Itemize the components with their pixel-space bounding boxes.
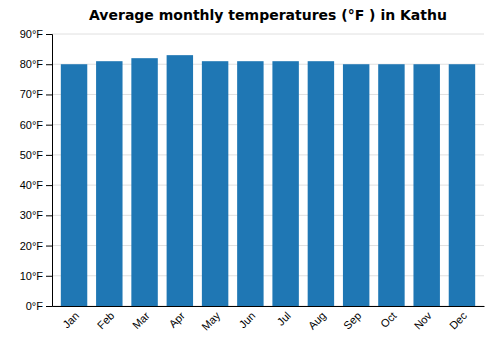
tick-label: 60°F bbox=[20, 119, 44, 131]
bar bbox=[61, 64, 87, 306]
axis-line bbox=[46, 35, 53, 307]
tick: Feb bbox=[95, 309, 117, 331]
tick-label: 40°F bbox=[20, 179, 44, 191]
tick-mark bbox=[46, 64, 52, 65]
tick: Jul bbox=[274, 309, 292, 327]
bar bbox=[96, 61, 122, 306]
bar bbox=[272, 61, 298, 306]
tick-label: 70°F bbox=[20, 88, 44, 100]
tick-mark bbox=[46, 155, 52, 156]
tick-mark bbox=[46, 94, 52, 95]
axis-line bbox=[53, 306, 485, 307]
tick-mark bbox=[46, 276, 52, 277]
grid-line bbox=[52, 34, 484, 35]
tick-label: Jun bbox=[237, 309, 258, 330]
title: Average monthly temperatures (°F ) in Ka… bbox=[89, 7, 447, 23]
tick-mark bbox=[46, 306, 52, 307]
tick-label: 20°F bbox=[20, 240, 44, 252]
tick: Aug bbox=[306, 309, 328, 331]
tick: Jun bbox=[237, 309, 258, 330]
bar bbox=[449, 64, 475, 306]
bar bbox=[378, 64, 404, 306]
tick-mark bbox=[46, 246, 52, 247]
bar bbox=[167, 55, 193, 306]
bar bbox=[131, 58, 157, 306]
tick-label: 50°F bbox=[20, 149, 44, 161]
tick-label: Oct bbox=[378, 309, 399, 330]
tick-label: Aug bbox=[306, 309, 328, 331]
tick: 70°F bbox=[20, 88, 52, 100]
tick: 0°F bbox=[26, 300, 52, 312]
tick: 20°F bbox=[20, 240, 52, 252]
tick-label: Nov bbox=[412, 309, 435, 332]
tick-label: May bbox=[199, 309, 223, 333]
tick: Apr bbox=[166, 309, 187, 330]
tick-mark bbox=[46, 125, 52, 126]
tick-mark bbox=[46, 185, 52, 186]
tick: 80°F bbox=[20, 58, 52, 70]
tick-mark bbox=[46, 34, 52, 35]
tick-label: Feb bbox=[95, 309, 117, 331]
bar bbox=[343, 64, 369, 306]
tick-label: Mar bbox=[130, 309, 152, 331]
tick: 60°F bbox=[20, 119, 52, 131]
tick: May bbox=[199, 309, 223, 333]
tick-label: Jul bbox=[274, 309, 292, 327]
bars bbox=[61, 55, 475, 306]
bar bbox=[413, 64, 439, 306]
tick-label: Sep bbox=[341, 309, 363, 331]
tick: Mar bbox=[130, 309, 152, 331]
bar bbox=[308, 61, 334, 306]
tick: 40°F bbox=[20, 179, 52, 191]
tick-label: Jan bbox=[60, 309, 81, 330]
grid bbox=[52, 34, 484, 306]
tick-label: Apr bbox=[166, 309, 187, 330]
tick: Dec bbox=[447, 309, 470, 332]
tick-label: Dec bbox=[447, 309, 470, 332]
plot: Jan Feb Mar Apr May Jun Jul Aug Sep Oct Nov Dec 0°F 1… bbox=[20, 28, 485, 333]
tick: Nov bbox=[412, 309, 435, 332]
bar bbox=[237, 61, 263, 306]
bar bbox=[202, 61, 228, 306]
tick: Sep bbox=[341, 309, 363, 331]
tick: Oct bbox=[378, 309, 399, 330]
chart: Jan Feb Mar Apr May Jun Jul Aug Sep Oct Nov Dec 0°F 1… bbox=[0, 0, 500, 350]
tick-label: 10°F bbox=[20, 270, 44, 282]
tick-label: 0°F bbox=[26, 300, 44, 312]
tick: 10°F bbox=[20, 270, 52, 282]
tick: 30°F bbox=[20, 209, 52, 221]
x-axis: Jan Feb Mar Apr May Jun Jul Aug Sep Oct Nov Dec bbox=[53, 307, 485, 333]
tick: Jan bbox=[60, 309, 81, 330]
tick-label: 80°F bbox=[20, 58, 44, 70]
tick-label: 90°F bbox=[20, 28, 44, 40]
tick: 90°F bbox=[20, 28, 52, 40]
tick: 50°F bbox=[20, 149, 52, 161]
tick-mark bbox=[46, 215, 52, 216]
tick-label: 30°F bbox=[20, 209, 44, 221]
y-axis: 0°F 10°F 20°F 30°F 40°F 50°F 60°F 70°F 80°F 90°F bbox=[20, 28, 53, 312]
